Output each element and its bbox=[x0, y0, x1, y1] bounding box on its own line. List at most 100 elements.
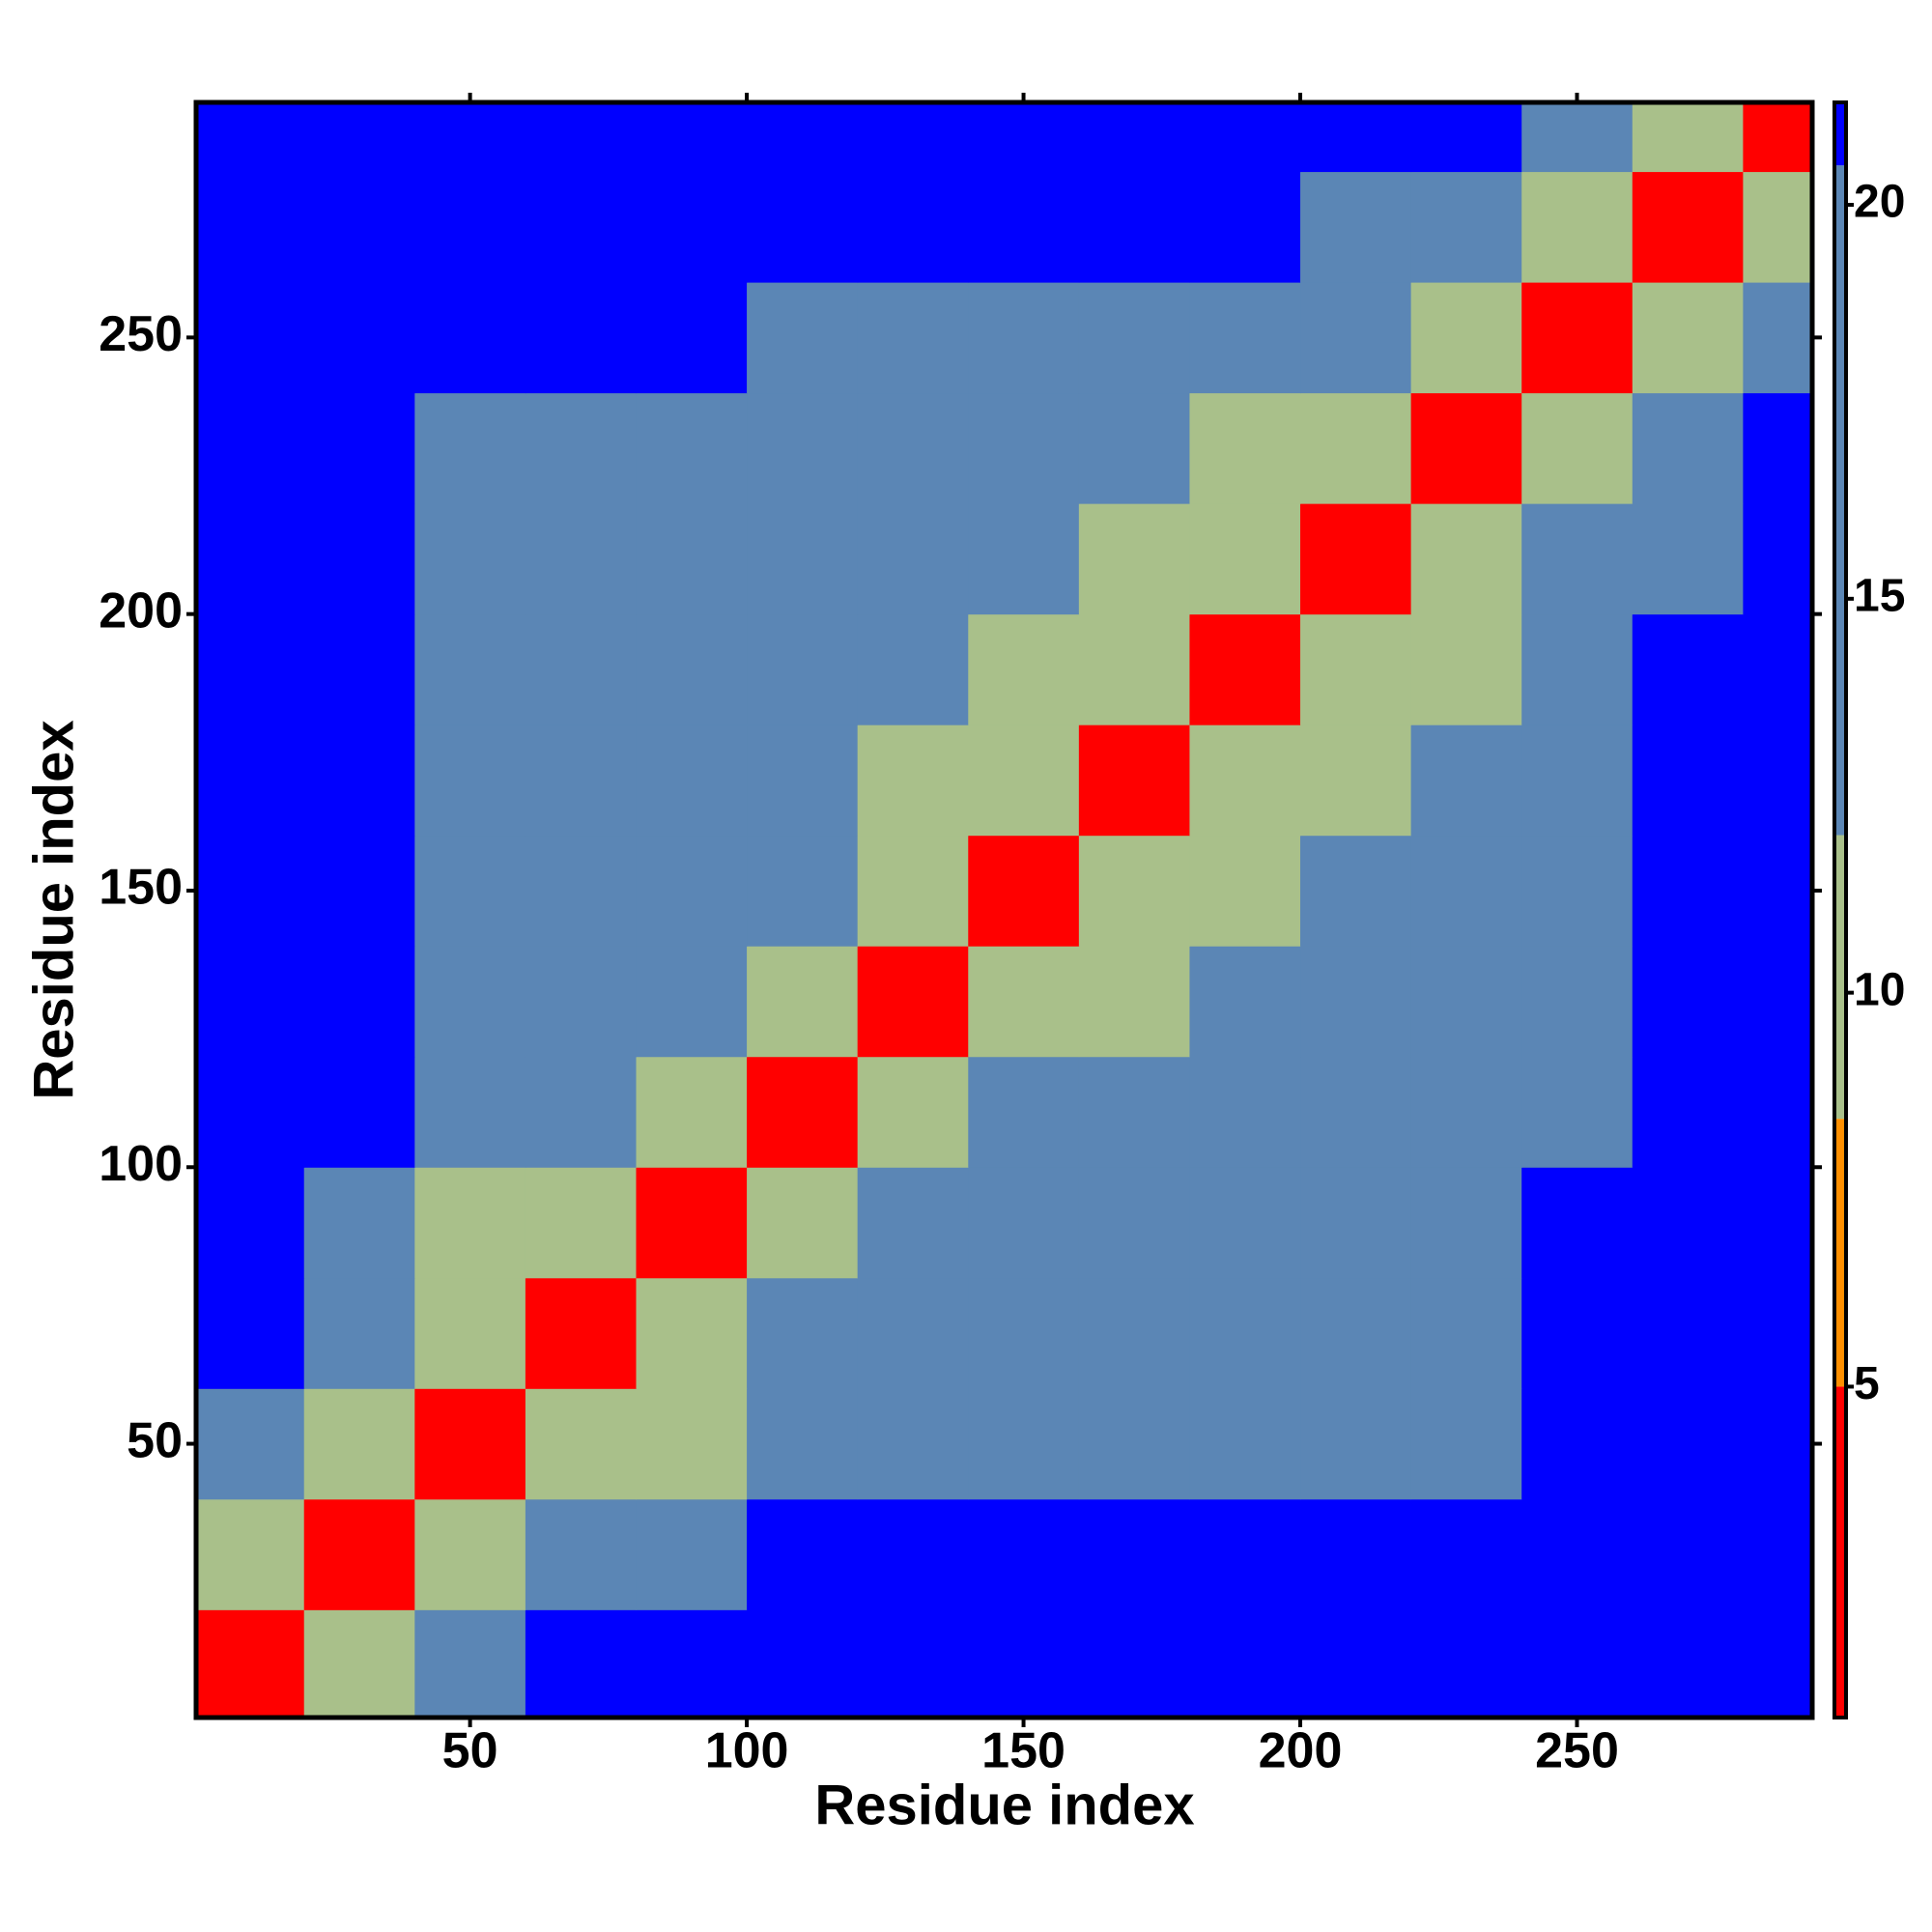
heatmap-cell bbox=[414, 835, 526, 947]
heatmap-cell bbox=[968, 946, 1080, 1058]
heatmap-cell bbox=[968, 1277, 1080, 1389]
heatmap-cell bbox=[1410, 102, 1522, 173]
heatmap-cell bbox=[968, 282, 1080, 394]
heatmap-cell bbox=[857, 1609, 969, 1719]
heatmap-cell bbox=[747, 102, 859, 173]
heatmap-cell bbox=[1300, 392, 1412, 504]
heatmap-cell bbox=[196, 835, 305, 947]
heatmap-cell bbox=[636, 392, 748, 504]
heatmap-cell bbox=[747, 171, 859, 283]
heatmap-cell bbox=[1189, 1498, 1301, 1610]
heatmap-cell bbox=[1300, 613, 1412, 725]
heatmap-cell bbox=[303, 171, 415, 283]
heatmap-cell bbox=[636, 1167, 748, 1279]
heatmap-cell bbox=[747, 724, 859, 837]
heatmap-cell bbox=[1410, 503, 1522, 615]
heatmap-cell bbox=[968, 1388, 1080, 1500]
heatmap-cell bbox=[1300, 946, 1412, 1058]
heatmap-cell bbox=[747, 282, 859, 394]
heatmap-cell bbox=[1743, 946, 1813, 1058]
heatmap-cell bbox=[1300, 1388, 1412, 1500]
heatmap-cell bbox=[1410, 282, 1522, 394]
heatmap-cell bbox=[636, 282, 748, 394]
heatmap-cell bbox=[1078, 1167, 1190, 1279]
heatmap-cell bbox=[1078, 392, 1190, 504]
heatmap-cell bbox=[1743, 1167, 1813, 1279]
heatmap-cell bbox=[1743, 102, 1813, 173]
heatmap-cell bbox=[1189, 1277, 1301, 1389]
heatmap-cell bbox=[968, 1498, 1080, 1610]
heatmap-cell bbox=[1632, 282, 1744, 394]
heatmap-cell bbox=[1410, 1498, 1522, 1610]
heatmap-cell bbox=[414, 724, 526, 837]
heatmap-cell bbox=[1743, 613, 1813, 725]
heatmap-cell bbox=[303, 1056, 415, 1168]
heatmap-cell bbox=[1521, 1388, 1634, 1500]
heatmap-cell bbox=[1410, 613, 1522, 725]
heatmap-cell bbox=[857, 1056, 969, 1168]
heatmap-cell bbox=[1521, 1277, 1634, 1389]
heatmap-cell bbox=[1521, 282, 1634, 394]
heatmap-cell bbox=[857, 503, 969, 615]
heatmap-cell bbox=[525, 392, 637, 504]
heatmap-cell bbox=[1743, 1609, 1813, 1719]
heatmap-cell bbox=[1300, 1167, 1412, 1279]
heatmap-cell bbox=[1189, 171, 1301, 283]
heatmap-cell bbox=[1300, 724, 1412, 837]
heatmap-cell bbox=[636, 102, 748, 173]
heatmap-cell bbox=[1632, 1056, 1744, 1168]
heatmap-cell bbox=[414, 1609, 526, 1719]
heatmap-cell bbox=[525, 503, 637, 615]
heatmap-cell bbox=[303, 282, 415, 394]
heatmap-cell bbox=[636, 1388, 748, 1500]
heatmap-cell bbox=[1300, 102, 1412, 173]
heatmap-cell bbox=[1410, 392, 1522, 504]
heatmap-cell bbox=[303, 724, 415, 837]
x-tick-label: 250 bbox=[1535, 1723, 1619, 1779]
heatmap-cell bbox=[1410, 835, 1522, 947]
heatmap-cell bbox=[857, 1277, 969, 1389]
heatmap-cell bbox=[414, 1498, 526, 1610]
heatmap-cell bbox=[525, 171, 637, 283]
heatmap-cell bbox=[1743, 171, 1813, 283]
heatmap-cell bbox=[1632, 613, 1744, 725]
heatmap-cell bbox=[1189, 835, 1301, 947]
heatmap-cell bbox=[196, 1498, 305, 1610]
heatmap-cell bbox=[196, 282, 305, 394]
heatmap-cell bbox=[1078, 1498, 1190, 1610]
colorbar-segment bbox=[1834, 835, 1846, 1120]
heatmap-cell bbox=[196, 503, 305, 615]
heatmap-cell bbox=[1300, 282, 1412, 394]
heatmap-cell bbox=[1189, 946, 1301, 1058]
heatmap-cell bbox=[196, 1609, 305, 1719]
y-tick-label: 50 bbox=[127, 1412, 183, 1468]
y-tick-label: 100 bbox=[99, 1136, 183, 1192]
heatmap-cell bbox=[857, 724, 969, 837]
heatmap-cell bbox=[1521, 613, 1634, 725]
heatmap-cell bbox=[857, 1167, 969, 1279]
heatmap-cell bbox=[1743, 1388, 1813, 1500]
x-tick-label: 150 bbox=[981, 1723, 1065, 1779]
colorbar-tick-label: 15 bbox=[1854, 571, 1905, 622]
heatmap-cell bbox=[1300, 835, 1412, 947]
colorbar-segment bbox=[1834, 165, 1846, 836]
heatmap-cell bbox=[1189, 1056, 1301, 1168]
heatmap-cell bbox=[857, 282, 969, 394]
x-tick-label: 200 bbox=[1259, 1723, 1343, 1779]
heatmap-cell bbox=[968, 102, 1080, 173]
heatmap-cell bbox=[303, 1609, 415, 1719]
heatmap-cell bbox=[1521, 1498, 1634, 1610]
heatmap-cell bbox=[1078, 102, 1190, 173]
heatmap-cell bbox=[414, 503, 526, 615]
heatmap-cell bbox=[1078, 1056, 1190, 1168]
heatmap-cell bbox=[196, 102, 305, 173]
heatmap-cell bbox=[1632, 1277, 1744, 1389]
heatmap-cell bbox=[525, 1277, 637, 1389]
heatmap-cell bbox=[1078, 503, 1190, 615]
heatmap-cell bbox=[1410, 724, 1522, 837]
heatmap-cell bbox=[857, 613, 969, 725]
heatmap-cell bbox=[857, 835, 969, 947]
heatmap-cell bbox=[1521, 1609, 1634, 1719]
heatmap-cell bbox=[414, 1277, 526, 1389]
